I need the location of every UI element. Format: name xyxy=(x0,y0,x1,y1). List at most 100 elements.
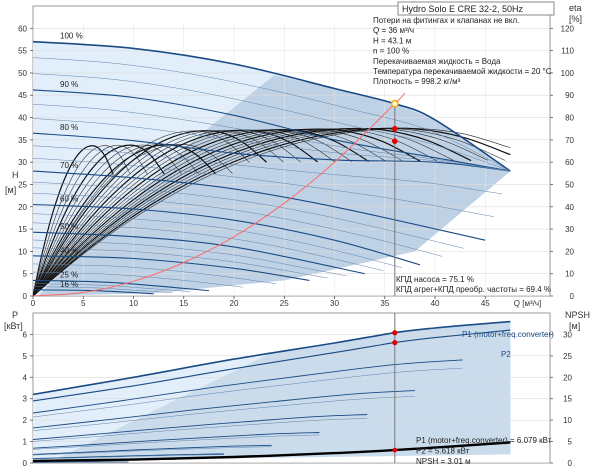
x-tick-label: 0 xyxy=(31,299,36,308)
speed-label: 50 % xyxy=(60,222,78,231)
power-curve-minor xyxy=(33,367,463,418)
power-curve-minor xyxy=(33,396,415,431)
y-right-tick-label: 90 xyxy=(565,91,574,100)
y-tick-label: 40 xyxy=(18,114,27,123)
y-axis-unit-npsh: [м] xyxy=(569,321,580,331)
speed-label: 40 % xyxy=(60,246,78,255)
speed-curve xyxy=(33,231,365,275)
readout-line: P2 = 5.618 кВт xyxy=(416,447,470,456)
power-curve-reduced xyxy=(33,444,272,455)
efficiency-curve xyxy=(33,130,267,296)
efficiency-curve xyxy=(33,130,301,296)
npsh-operating-point xyxy=(392,447,398,453)
efficiency-curve xyxy=(33,127,511,296)
efficiency-curve xyxy=(33,145,148,296)
speed-curve-minor xyxy=(33,222,384,271)
p-tick-label: 0 xyxy=(23,459,28,468)
efficiency-line: КПД насоса = 75.1 % xyxy=(396,275,474,284)
y-tick-label: 55 xyxy=(18,47,27,56)
power-operating-point xyxy=(392,330,398,336)
x-tick-label: 40 xyxy=(431,299,440,308)
y-right-tick-label: 110 xyxy=(561,47,574,56)
speed-curve xyxy=(33,170,486,241)
speed-curves xyxy=(33,40,511,295)
y-axis-label-eta: eta xyxy=(569,3,582,13)
power-series-labels: P1 (motor+freq.converter) P2 xyxy=(462,330,554,359)
power-curve-minor xyxy=(33,434,320,450)
y-axis-unit-h: [м] xyxy=(5,185,16,195)
npsh-tick-label: 10 xyxy=(563,416,572,425)
npsh-tick-label: 20 xyxy=(563,373,572,382)
x-tick-label: 25 xyxy=(280,299,289,308)
info-line: H = 43.1 м xyxy=(373,36,411,45)
power-curve-minor xyxy=(33,461,129,463)
speed-curve xyxy=(33,89,511,172)
y-tick-label: 20 xyxy=(18,203,27,212)
speed-curve-minor xyxy=(33,157,494,217)
y-axis-label-h: H xyxy=(12,170,19,180)
x-tick-label: 30 xyxy=(330,299,339,308)
y-right-tick-label: 100 xyxy=(561,69,575,78)
speed-label: 70 % xyxy=(60,161,78,170)
efficiency-readout: КПД насоса = 75.1 %КПД агрег+КПД преобр.… xyxy=(396,275,551,294)
info-line: Перекачиваемая жидкость = Вода xyxy=(373,57,501,66)
efficiency-curve xyxy=(33,127,511,296)
y-right-tick-label: 70 xyxy=(565,136,574,145)
axis-ticks: 0510152025303540455055600102030405060708… xyxy=(18,24,574,468)
y-tick-label: 15 xyxy=(18,225,27,234)
efficiency-curve xyxy=(33,145,114,296)
p1-series-label: P1 (motor+freq.converter) xyxy=(462,330,554,339)
power-curve-reduced xyxy=(33,359,463,414)
efficiency-curve xyxy=(33,129,352,296)
p2-series-label: P2 xyxy=(501,350,511,359)
efficiency-curve xyxy=(33,144,199,296)
power-curve-reduced xyxy=(33,453,225,460)
speed-curve-minor xyxy=(33,181,464,249)
speed-curve-minor xyxy=(33,213,402,268)
speed-label: 16 % xyxy=(60,280,78,289)
y-right-tick-label: 20 xyxy=(565,247,574,256)
power-curve-reduced xyxy=(33,432,320,449)
power-area-dark xyxy=(53,321,511,461)
y-right-tick-label: 30 xyxy=(565,225,574,234)
info-line: Потери на фитингах и клапанах не вкл. xyxy=(373,16,519,25)
y-tick-label: 30 xyxy=(18,158,27,167)
x-tick-label: 35 xyxy=(380,299,389,308)
x-tick-label: 10 xyxy=(129,299,138,308)
power-operating-point xyxy=(392,340,398,346)
y-axis-label-p: P xyxy=(12,310,18,320)
speed-curve-minor xyxy=(33,57,511,172)
speed-label: 60 % xyxy=(60,195,78,204)
y-right-tick-label: 0 xyxy=(570,292,575,301)
y-right-tick-label: 50 xyxy=(565,180,574,189)
y-tick-label: 0 xyxy=(23,292,28,301)
power-curve-minor xyxy=(33,454,225,460)
speed-curve-minor xyxy=(33,283,191,292)
efficiency-curve xyxy=(33,128,370,296)
npsh-tick-label: 0 xyxy=(568,459,573,468)
speed-curve xyxy=(33,203,421,266)
info-line: Q = 36 м³/ч xyxy=(373,26,414,35)
chart-title: Hydro Solo E CRE 32-2, 50Hz xyxy=(402,4,524,14)
power-curves xyxy=(33,320,511,463)
npsh-tick-label: 15 xyxy=(563,395,572,404)
title-box xyxy=(397,1,555,16)
y-tick-label: 50 xyxy=(18,69,27,78)
efficiency-curve xyxy=(33,144,216,296)
speed-curve-minor xyxy=(33,73,511,172)
y-axis-unit-eta: [%] xyxy=(569,14,582,24)
speed-label: 100 % xyxy=(60,32,83,41)
speed-curve xyxy=(33,40,511,172)
power-curve-minor xyxy=(33,446,272,456)
power-curve-reduced xyxy=(33,414,368,440)
speed-curve-minor xyxy=(33,103,511,172)
info-line: Температура перекачиваемой жидкости = 20… xyxy=(373,67,552,76)
p-tick-label: 4 xyxy=(23,373,28,382)
efficiency-curve xyxy=(33,144,182,296)
y-right-tick-label: 10 xyxy=(565,270,574,279)
speed-curve xyxy=(33,279,209,292)
y-right-tick-label: 40 xyxy=(565,203,574,212)
power-curve-reduced xyxy=(33,390,415,429)
npsh-curve xyxy=(33,441,511,463)
y-axis-unit-p: [кВт] xyxy=(4,321,23,331)
